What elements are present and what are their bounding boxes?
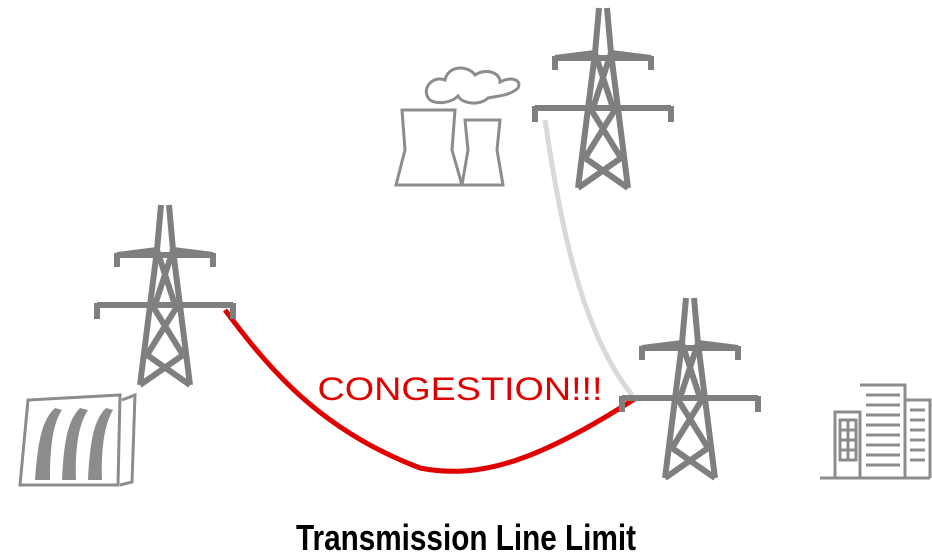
building	[820, 383, 932, 480]
tower	[535, 8, 671, 188]
congestion-label: CONGESTION!!!	[318, 371, 603, 407]
tower	[97, 205, 233, 385]
line-congested	[223, 308, 638, 474]
tower	[622, 298, 758, 478]
caption: Transmission Line Limit	[296, 517, 636, 558]
line-normal	[542, 119, 634, 397]
power-plant	[394, 66, 521, 187]
dam	[18, 392, 137, 487]
